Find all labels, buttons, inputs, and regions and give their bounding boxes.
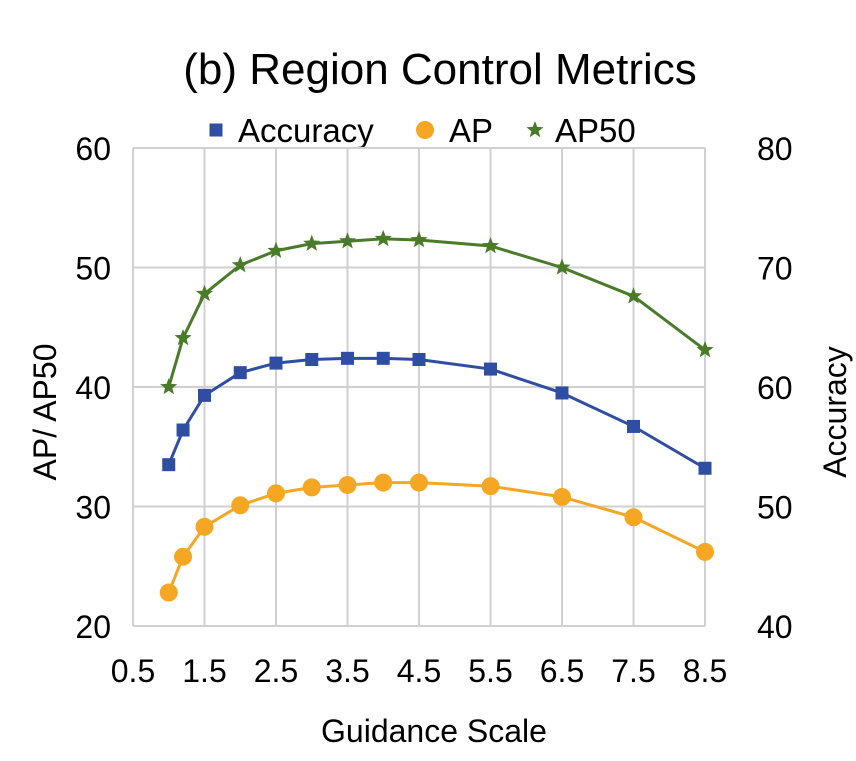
data-point-ap50 [696, 340, 714, 358]
series-ap [159, 473, 714, 602]
legend-marker-ap50 [526, 121, 544, 138]
legend-marker-ap [416, 121, 434, 139]
data-point-ap50 [624, 287, 643, 304]
data-point-ap50 [410, 231, 428, 248]
data-point-accuracy [233, 366, 247, 380]
x-tick-label: 2.5 [254, 653, 298, 689]
data-point-accuracy [627, 419, 640, 433]
data-point-ap50 [174, 329, 192, 346]
chart-title: (b) Region Control Metrics [183, 45, 697, 94]
data-point-ap [338, 475, 357, 494]
x-tick-label: 4.5 [397, 653, 441, 689]
legend-item-ap: AP [416, 112, 493, 149]
data-point-ap [553, 487, 571, 506]
y-left-tick-label: 50 [75, 251, 111, 287]
series-accuracy [162, 351, 712, 475]
series-ap50 [160, 229, 714, 395]
data-point-accuracy [484, 362, 497, 376]
x-tick-label: 1.5 [182, 653, 226, 689]
legend-marker-accuracy [209, 123, 223, 137]
series-line-accuracy [167, 356, 706, 470]
y-left-tick-label: 40 [75, 370, 111, 406]
data-point-ap [624, 508, 643, 527]
data-point-accuracy [269, 356, 283, 370]
data-point-accuracy [198, 388, 211, 402]
x-tick-label: 0.5 [111, 653, 155, 689]
data-point-ap [174, 547, 193, 566]
legend: Accuracy AP AP50 [209, 112, 636, 149]
data-point-ap50 [231, 256, 249, 273]
legend-item-ap50: AP50 [526, 112, 636, 149]
data-point-ap [696, 542, 714, 561]
y-right-tick-label: 70 [757, 251, 793, 287]
data-point-accuracy [698, 461, 712, 475]
y-right-tick-label: 80 [757, 131, 793, 167]
data-point-ap [195, 517, 214, 536]
data-point-ap [410, 473, 428, 492]
data-point-ap50 [267, 241, 285, 259]
data-point-ap50 [303, 234, 321, 251]
data-point-accuracy [305, 353, 319, 367]
legend-label: AP [449, 112, 493, 149]
data-point-ap50 [195, 284, 214, 302]
y-left-tick-label: 30 [75, 490, 111, 526]
data-point-ap50 [481, 236, 500, 254]
y-right-tick-label: 60 [757, 370, 793, 406]
x-axis-label: Guidance Scale [321, 713, 547, 749]
series-layer [159, 229, 714, 602]
data-point-accuracy [376, 351, 390, 365]
series-line-ap [167, 481, 706, 594]
y-left-tick-label: 20 [75, 609, 111, 645]
data-point-ap [231, 496, 250, 515]
x-tick-label: 6.5 [540, 653, 584, 689]
y-right-tick-label: 50 [757, 490, 793, 526]
x-tick-label: 8.5 [683, 653, 727, 689]
y-right-tick-label: 40 [757, 609, 793, 645]
data-point-ap [159, 583, 178, 602]
y-axis-left-label: AP/ AP50 [27, 344, 63, 481]
legend-label: Accuracy [238, 112, 374, 149]
x-tick-label: 3.5 [325, 653, 369, 689]
legend-item-accuracy: Accuracy [209, 112, 374, 149]
gridlines [132, 147, 706, 627]
data-point-ap [374, 473, 393, 492]
data-point-ap50 [374, 229, 392, 247]
y-axis-right-label: Accuracy [817, 346, 853, 478]
data-point-ap [302, 478, 321, 497]
legend-label: AP50 [555, 112, 636, 149]
series-line-ap50 [167, 237, 706, 388]
x-tick-label: 7.5 [611, 653, 655, 689]
data-point-accuracy [341, 351, 354, 365]
data-point-accuracy [555, 386, 569, 400]
axes: 0.5 1.5 2.5 3.5 4.5 5.5 6.5 7.5 8.5 20 30 40 50 60 40 5… [75, 131, 792, 689]
data-point-accuracy [162, 458, 176, 472]
data-point-ap50 [160, 378, 178, 395]
data-point-ap50 [338, 232, 357, 249]
x-tick-label: 5.5 [468, 653, 512, 689]
data-point-accuracy [412, 353, 426, 367]
data-point-ap50 [553, 258, 571, 275]
data-point-accuracy [176, 423, 190, 437]
data-point-ap [481, 477, 500, 496]
data-point-ap [267, 484, 285, 503]
y-left-tick-label: 60 [75, 131, 111, 167]
